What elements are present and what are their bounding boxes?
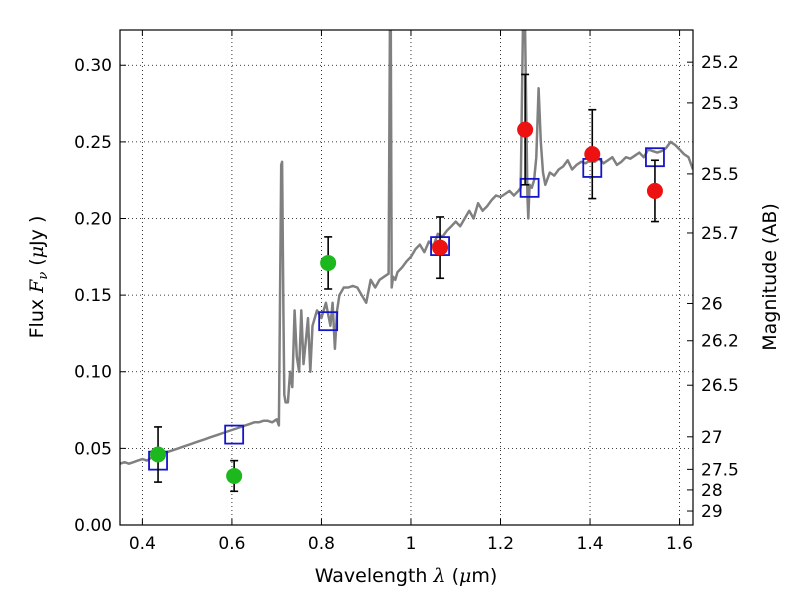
axes-frame [119, 29, 694, 526]
x-tick-label: 0.8 [308, 534, 335, 554]
green-data-point [320, 254, 337, 271]
y2-tick-label: 28 [701, 481, 723, 501]
axis-ticks [120, 30, 693, 526]
y-tick-label: 0.25 [74, 133, 112, 153]
y-axis-label: Flux Fν (μJy ) [26, 216, 51, 339]
plot-area [120, 30, 693, 493]
y-tick-label: 0.20 [74, 209, 112, 229]
x-tick-label: 0.4 [129, 534, 156, 554]
y2-tick-label: 27.5 [701, 460, 739, 480]
model-photometry-box [318, 311, 339, 332]
model-photometry-box [224, 424, 245, 445]
y2-tick-label: 25.3 [701, 94, 739, 114]
y2-tick-label: 25.5 [701, 165, 739, 185]
red-data-point [517, 121, 534, 138]
y-tick-label: 0.30 [74, 56, 112, 76]
green-data-point [226, 467, 243, 484]
y-tick-label: 0.00 [74, 516, 112, 536]
green-data-point [150, 446, 167, 463]
red-data-point [646, 182, 663, 199]
y2-tick-label: 25.7 [701, 224, 739, 244]
y-tick-label: 0.05 [74, 439, 112, 459]
x-tick-label: 1.6 [666, 534, 693, 554]
y2-tick-label: 27 [701, 428, 723, 448]
red-data-point [432, 239, 449, 256]
x-tick-label: 0.6 [218, 534, 245, 554]
model-spectrum-line [120, 30, 693, 465]
gridlines [120, 30, 693, 526]
y2-tick-label: 29 [701, 502, 723, 522]
x-axis-label: Wavelength λ (μm) [315, 565, 498, 587]
red-data-point [584, 146, 601, 163]
x-tick-label: 1.4 [577, 534, 604, 554]
y2-axis-label: Magnitude (AB) [759, 203, 781, 351]
y-tick-label: 0.15 [74, 286, 112, 306]
y-tick-label: 0.10 [74, 363, 112, 383]
y2-tick-label: 26.2 [701, 332, 739, 352]
x-tick-label: 1 [406, 534, 417, 554]
y2-tick-label: 26 [701, 294, 723, 314]
x-tick-label: 1.2 [487, 534, 514, 554]
y2-tick-label: 25.2 [701, 53, 739, 73]
y2-tick-label: 26.5 [701, 376, 739, 396]
model-photometry-box [519, 177, 540, 198]
